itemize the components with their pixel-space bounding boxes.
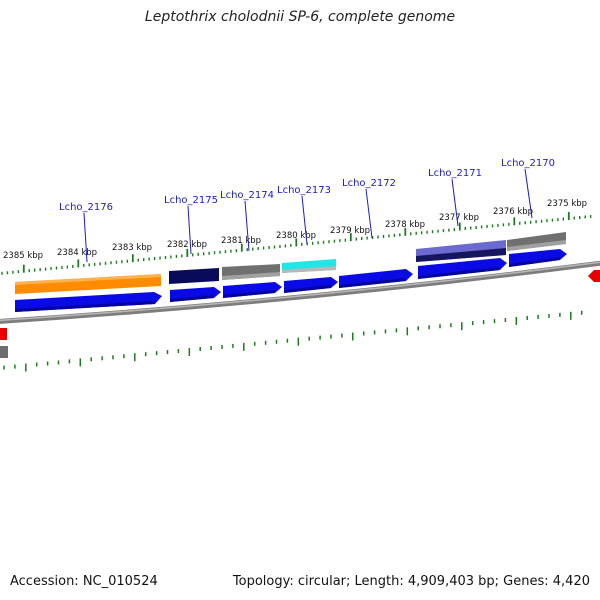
cds-arrow-lcho-2174[interactable] [223, 282, 282, 298]
gene-leader-line [365, 188, 373, 239]
gene-label-lcho-2176[interactable]: Lcho_2176 [59, 202, 113, 213]
gene-label-lcho-2174[interactable]: Lcho_2174 [220, 190, 274, 201]
cds-arrow-lcho-2175[interactable] [170, 287, 221, 302]
offscreen-feature-left-gray[interactable] [0, 346, 8, 358]
inner-tick-scale [3, 310, 583, 372]
gene-leader-line [524, 168, 533, 219]
cds-arrow-lcho-2172[interactable] [339, 269, 413, 288]
gene-leader-line [244, 200, 250, 252]
gene-lcho-2174[interactable] [222, 264, 280, 280]
cds-arrow-lcho-2176[interactable] [15, 292, 162, 312]
cds-arrow-lcho-2173[interactable] [284, 277, 338, 293]
scale-label: 2375 kbp [547, 199, 587, 209]
gene-leader-line [451, 178, 459, 227]
scale-label: 2376 kbp [493, 207, 533, 217]
gene-label-lcho-2171[interactable]: Lcho_2171 [428, 168, 482, 179]
scale-labels: 2385 kbp 2384 kbp 2383 kbp 2382 kbp 2381 kbp… [3, 199, 587, 261]
cds-arrow-lcho-2171[interactable] [418, 258, 507, 279]
gene-lcho-2170[interactable] [507, 232, 566, 251]
map-title: Leptothrix cholodnii SP-6, complete geno… [144, 9, 456, 25]
genome-summary-label: Topology: circular; Length: 4,909,403 bp… [232, 574, 590, 589]
scale-label: 2380 kbp [276, 231, 316, 241]
gene-lcho-2173[interactable] [282, 259, 336, 273]
accession-label: Accession: NC_010524 [10, 574, 158, 589]
scale-label: 2385 kbp [3, 251, 43, 261]
scale-label: 2378 kbp [385, 220, 425, 230]
genome-backbone-highlight [0, 261, 600, 322]
gene-label-lcho-2175[interactable]: Lcho_2175 [164, 195, 218, 206]
gene-lcho-2175[interactable] [169, 268, 219, 284]
gene-leader-line [187, 205, 192, 255]
offscreen-feature-left-red[interactable] [0, 328, 7, 340]
scale-label: 2377 kbp [439, 213, 479, 223]
genome-backbone [0, 260, 600, 324]
cds-track [15, 249, 567, 312]
gene-labels: Lcho_2176 Lcho_2175 Lcho_2174 Lcho_2173 Lcho… [59, 158, 555, 263]
scale-label: 2383 kbp [112, 243, 152, 253]
scale-label: 2384 kbp [57, 248, 97, 258]
gene-label-lcho-2172[interactable]: Lcho_2172 [342, 178, 396, 189]
gene-label-lcho-2173[interactable]: Lcho_2173 [277, 185, 331, 196]
scale-label: 2381 kbp [221, 236, 261, 246]
gene-track [15, 232, 566, 294]
gene-lcho-2171[interactable] [416, 240, 506, 262]
gene-leader-line [301, 195, 308, 245]
gene-label-lcho-2170[interactable]: Lcho_2170 [501, 158, 555, 169]
gene-lcho-2176[interactable] [15, 274, 161, 294]
cds-arrow-lcho-2170[interactable] [509, 249, 567, 267]
gene-leader-line [83, 212, 88, 263]
scale-label: 2379 kbp [330, 226, 370, 236]
scale-label: 2382 kbp [167, 240, 207, 250]
offscreen-feature-right[interactable] [588, 270, 600, 282]
